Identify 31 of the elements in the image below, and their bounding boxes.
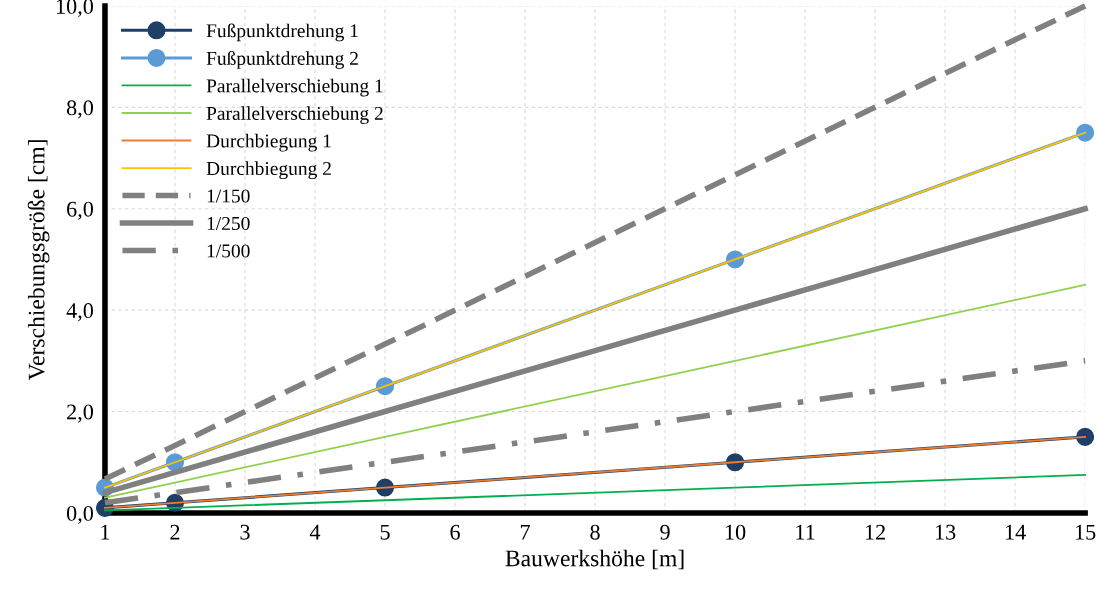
y-tick-label: 4,0 [66, 303, 94, 322]
x-tick-label: 8 [590, 524, 600, 540]
x-tick-label: 4 [309, 524, 321, 540]
x-tick-label: 2 [170, 524, 180, 540]
x-tick-label: 1 [101, 524, 110, 540]
x-tick-label: 7 [520, 524, 530, 540]
x-tick-label: 14 [1005, 524, 1026, 540]
legend-label: Durchbiegung 2 [206, 161, 331, 180]
x-tick-label: 6 [450, 524, 460, 540]
x-tick-label: 11 [796, 524, 815, 540]
y-tick-label: 0,0 [66, 505, 94, 525]
x-tick-label: 10 [725, 524, 746, 540]
legend-label: Fußpunktdrehung 2 [206, 51, 358, 69]
legend-label: 1/500 [207, 244, 250, 258]
legend-label: 1/150 [207, 189, 250, 203]
x-tick-label: 13 [935, 524, 956, 540]
legend-label: Parallelverschiebung 1 [206, 78, 383, 97]
y-tick-label: 2,0 [67, 404, 94, 423]
legend-label: Durchbiegung 1 [206, 133, 331, 152]
x-tick-label: 9 [660, 524, 670, 540]
x-tick-label: 3 [240, 524, 250, 540]
x-tick-label: 15 [1075, 524, 1096, 540]
legend-label: 1/250 [207, 216, 250, 231]
y-tick-label: 8,0 [66, 100, 94, 119]
legend-label: Fußpunktdrehung 1 [206, 23, 358, 42]
y-tick-label: 6,0 [67, 201, 94, 220]
y-axis-title: Verschiebungsgröße [cm] [27, 140, 50, 381]
legend-label: Parallelverschiebung 2 [206, 106, 383, 124]
x-axis-title: Bauwerkshöhe [m] [505, 549, 684, 570]
x-tick-label: 5 [380, 524, 390, 540]
x-tick-label: 12 [865, 524, 885, 540]
